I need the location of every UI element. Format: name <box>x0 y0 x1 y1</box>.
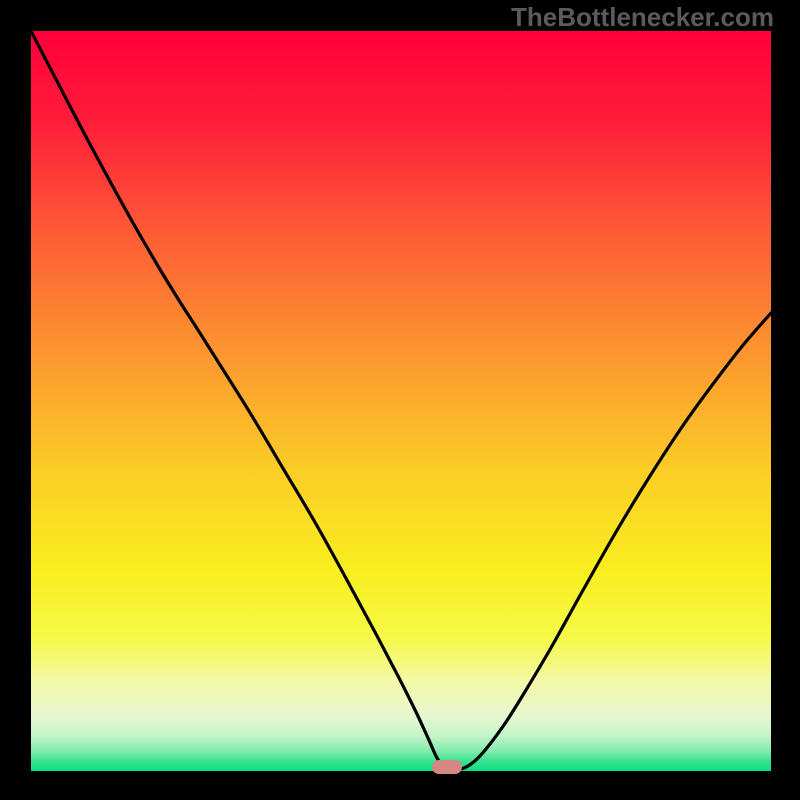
curve-layer <box>0 0 800 800</box>
watermark-text: TheBottlenecker.com <box>511 2 774 33</box>
chart-stage: TheBottlenecker.com <box>0 0 800 800</box>
minimum-marker <box>432 760 462 774</box>
v-curve <box>31 31 771 770</box>
